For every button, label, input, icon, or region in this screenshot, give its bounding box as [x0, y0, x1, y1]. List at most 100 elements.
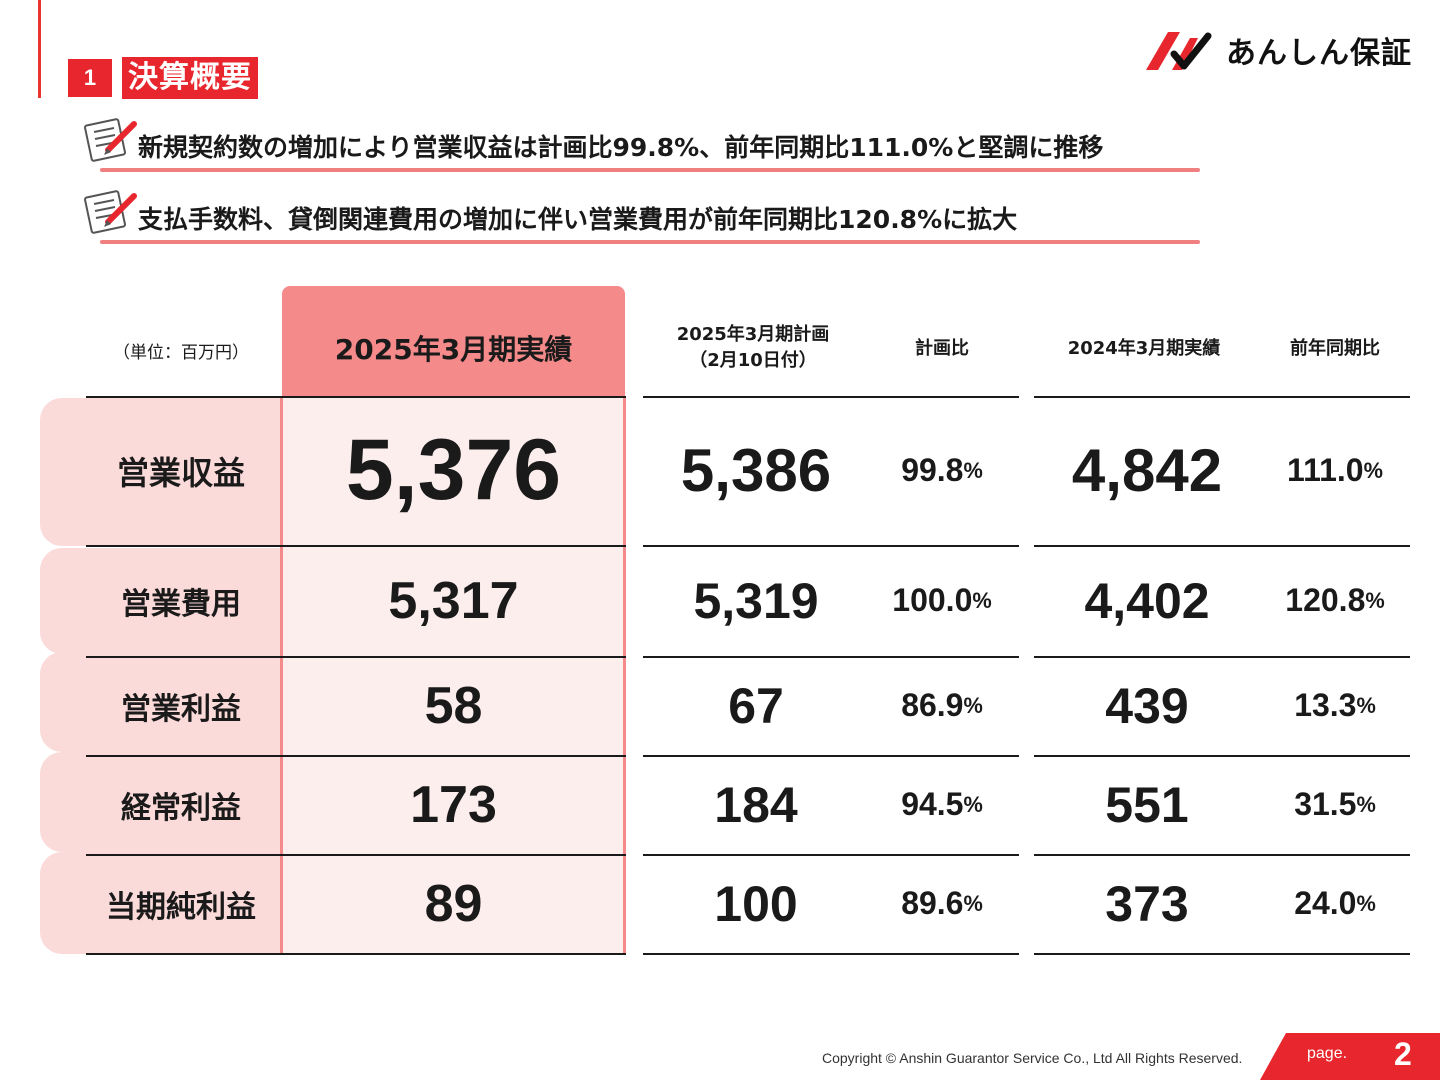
- table-rule: [1034, 854, 1410, 856]
- memo-pencil-icon: [84, 190, 137, 234]
- header-actual-2025: 2025年3月期実績: [334, 333, 573, 366]
- value-plan-2025: 5,386: [680, 437, 832, 504]
- percent-unit: %: [1363, 457, 1383, 483]
- left-accent-rule: [38, 0, 41, 98]
- row-label-bg: [40, 652, 280, 752]
- table-rule: [643, 545, 1019, 547]
- row-label: 営業収益: [116, 453, 245, 492]
- table-rule: [643, 656, 1019, 658]
- table-rule: [1034, 545, 1410, 547]
- brand-mark-icon: [1146, 32, 1212, 70]
- table-rule: [643, 953, 1019, 955]
- table-rule: [643, 396, 1019, 398]
- table-rule: [1034, 396, 1410, 398]
- percent-value: 99.8: [901, 452, 964, 488]
- page-tab: [1260, 1033, 1440, 1080]
- value-actual-2024: 4,842: [1071, 437, 1223, 504]
- table-rule: [86, 755, 626, 757]
- value-yoy: 111.0%: [1262, 396, 1408, 545]
- header-plan-2025-line1: 2025年3月期計画: [676, 324, 830, 345]
- table-rule: [643, 755, 1019, 757]
- percent-value: 100.0: [892, 582, 973, 618]
- header-actual-2024: 2024年3月期実績: [1067, 338, 1221, 359]
- percent-unit: %: [1365, 587, 1385, 613]
- page-label: page.: [1307, 1045, 1348, 1062]
- table-rule: [1034, 953, 1410, 955]
- row-label-bg: [40, 548, 280, 654]
- percent-value: 111.0: [1287, 452, 1364, 488]
- value-yoy: 120.8%: [1262, 545, 1408, 656]
- key-point-1: 新規契約数の増加により営業収益は計画比99.8%、前年同期比111.0%と堅調に…: [82, 118, 1202, 178]
- value-vs-plan: 99.8%: [872, 396, 1012, 545]
- percent-unit: %: [1356, 791, 1376, 817]
- row-label: 当期純利益: [106, 889, 256, 925]
- highlight-column-header-bg: [282, 286, 625, 398]
- row-label: 経常利益: [121, 790, 241, 826]
- value-plan-2025: 184: [714, 776, 798, 833]
- percent-value: 31.5: [1294, 786, 1357, 822]
- percent-unit: %: [963, 692, 983, 718]
- row-label-bg: [40, 852, 280, 954]
- key-point-underline: [100, 240, 1200, 244]
- header-yoy: 前年同期比: [1290, 338, 1380, 359]
- value-actual-2024: 373: [1105, 875, 1189, 932]
- percent-unit: %: [1356, 692, 1376, 718]
- section-number: 1: [68, 59, 112, 97]
- value-vs-plan: 86.9%: [872, 656, 1012, 755]
- unit-label: （単位：百万円）: [113, 343, 249, 363]
- percent-unit: %: [963, 890, 983, 916]
- table-rule: [86, 396, 626, 398]
- key-point-2: 支払手数料、貸倒関連費用の増加に伴い営業費用が前年同期比120.8%に拡大: [82, 190, 1202, 250]
- header-vs-plan: 計画比: [915, 338, 969, 359]
- value-vs-plan: 89.6%: [872, 854, 1012, 953]
- value-actual-2025: 5,376: [345, 422, 562, 518]
- table-rule: [643, 854, 1019, 856]
- table-rule: [86, 656, 626, 658]
- page-title: 決算概要: [122, 57, 258, 99]
- value-actual-2024: 551: [1105, 776, 1189, 833]
- row-label-bg: [40, 398, 280, 546]
- key-point-text: 新規契約数の増加により営業収益は計画比99.8%、前年同期比111.0%と堅調に…: [138, 133, 1104, 162]
- value-vs-plan: 94.5%: [872, 755, 1012, 854]
- value-plan-2025: 100: [714, 875, 798, 932]
- percent-value: 86.9: [901, 687, 964, 723]
- percent-unit: %: [972, 587, 992, 613]
- value-plan-2025: 67: [728, 677, 784, 734]
- value-yoy: 24.0%: [1262, 854, 1408, 953]
- percent-value: 94.5: [901, 786, 964, 822]
- percent-value: 24.0: [1294, 885, 1357, 921]
- value-vs-plan: 100.0%: [872, 545, 1012, 656]
- percent-value: 13.3: [1294, 687, 1357, 723]
- table-rule: [86, 953, 626, 955]
- value-yoy: 13.3%: [1262, 656, 1408, 755]
- key-point-underline: [100, 168, 1200, 172]
- value-actual-2025: 58: [424, 676, 483, 735]
- percent-value: 120.8: [1285, 582, 1366, 618]
- copyright-notice: Copyright © Anshin Guarantor Service Co.…: [822, 1050, 1243, 1066]
- table-rule: [86, 545, 626, 547]
- table-rule: [1034, 755, 1410, 757]
- brand-logo: あんしん保証: [1146, 26, 1412, 74]
- brand-name: あんしん保証: [1226, 36, 1412, 71]
- header-plan-2025: 2025年3月期計画 （2月10日付）: [643, 322, 863, 374]
- value-actual-2024: 439: [1105, 677, 1189, 734]
- value-actual-2025: 173: [410, 775, 497, 834]
- percent-unit: %: [1356, 890, 1376, 916]
- row-label: 営業費用: [121, 586, 241, 622]
- table-rule: [86, 854, 626, 856]
- page-number: 2: [1394, 1036, 1412, 1072]
- memo-pencil-icon: [84, 118, 137, 162]
- table-rule: [1034, 656, 1410, 658]
- row-label-bg: [40, 752, 280, 852]
- percent-value: 89.6: [901, 885, 964, 921]
- value-actual-2025: 89: [424, 874, 483, 933]
- value-actual-2025: 5,317: [388, 571, 519, 630]
- row-label: 営業利益: [121, 691, 241, 727]
- percent-unit: %: [963, 457, 983, 483]
- key-point-text: 支払手数料、貸倒関連費用の増加に伴い営業費用が前年同期比120.8%に拡大: [138, 205, 1018, 234]
- header-plan-2025-line2: （2月10日付）: [689, 350, 817, 371]
- value-actual-2024: 4,402: [1084, 572, 1210, 629]
- highlight-column-body-bg: [280, 398, 626, 954]
- percent-unit: %: [963, 791, 983, 817]
- value-yoy: 31.5%: [1262, 755, 1408, 854]
